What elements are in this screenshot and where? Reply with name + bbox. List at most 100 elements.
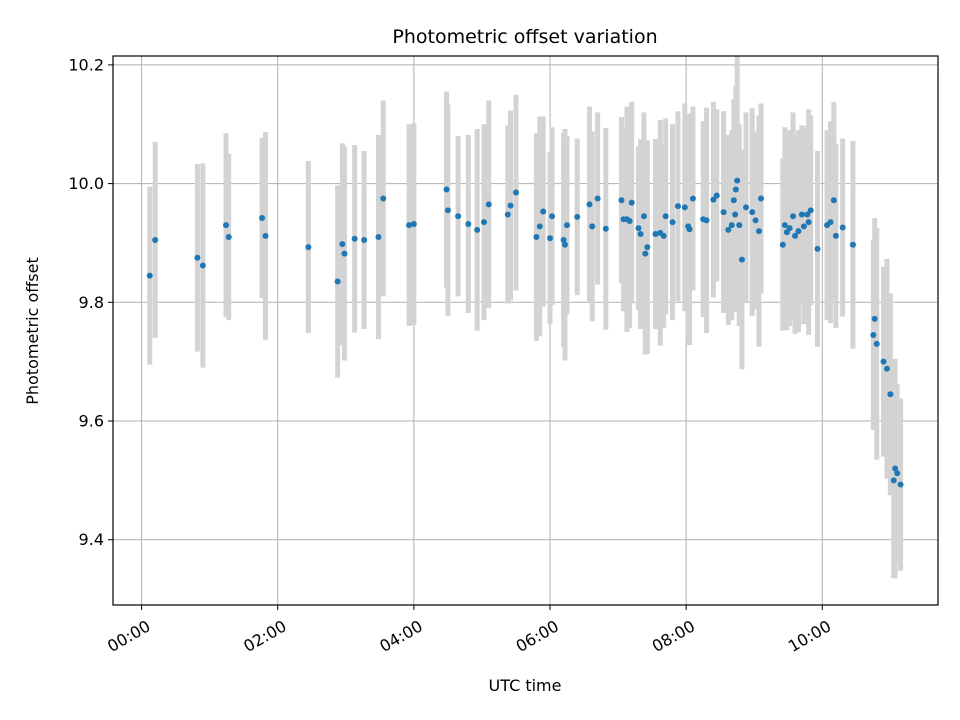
- data-point: [586, 201, 593, 208]
- x-axis-title: UTC time: [489, 676, 562, 695]
- grid-layer: [113, 56, 938, 605]
- data-point: [689, 195, 696, 202]
- data-point: [628, 199, 635, 206]
- data-point: [334, 278, 341, 285]
- data-point: [681, 204, 688, 211]
- y-tick-label: 9.6: [79, 412, 104, 431]
- data-point: [674, 203, 681, 210]
- data-point: [507, 202, 514, 209]
- data-point: [406, 222, 413, 229]
- data-point: [749, 209, 756, 216]
- data-point: [887, 391, 894, 398]
- data-point: [839, 224, 846, 231]
- data-point: [732, 211, 739, 218]
- data-point: [152, 236, 159, 243]
- data-point: [758, 195, 765, 202]
- data-point: [795, 228, 802, 235]
- y-tick-label: 9.4: [79, 530, 104, 549]
- data-point: [146, 272, 153, 279]
- data-point: [410, 220, 417, 227]
- data-point: [720, 209, 727, 216]
- data-point: [341, 250, 348, 257]
- data-point: [871, 315, 878, 322]
- data-point: [262, 232, 269, 239]
- data-point: [798, 211, 805, 218]
- data-point: [602, 225, 609, 232]
- x-tick-label: 04:00: [376, 616, 425, 656]
- x-tick-label: 00:00: [104, 616, 153, 656]
- data-point: [222, 222, 229, 229]
- data-point: [380, 195, 387, 202]
- data-point: [752, 217, 759, 224]
- data-point: [339, 241, 346, 248]
- chart-title: Photometric offset variation: [392, 26, 657, 48]
- data-point: [755, 228, 762, 235]
- data-point: [642, 250, 649, 257]
- data-point: [897, 481, 904, 488]
- data-point: [305, 244, 312, 251]
- data-point: [361, 236, 368, 243]
- data-point: [533, 234, 540, 241]
- data-point: [594, 195, 601, 202]
- data-point: [894, 470, 901, 477]
- data-point: [713, 192, 720, 199]
- data-point: [873, 340, 880, 347]
- data-point: [830, 197, 837, 204]
- data-point: [800, 223, 807, 230]
- y-tick-label: 9.8: [79, 293, 104, 312]
- data-point: [618, 197, 625, 204]
- data-point: [827, 219, 834, 226]
- data-point: [804, 211, 811, 218]
- data-point: [870, 331, 877, 338]
- data-point: [443, 186, 450, 193]
- data-point: [814, 245, 821, 252]
- y-tick-label: 10.0: [68, 174, 104, 193]
- data-point: [743, 204, 750, 211]
- data-point: [710, 196, 717, 203]
- tick-layer: 00:00 02:00 04:00 06:00 08:00 10:00 9.4 9.6 9.8 1…: [68, 55, 834, 656]
- data-point: [790, 213, 797, 220]
- data-point: [662, 213, 669, 220]
- data-point: [732, 186, 739, 193]
- plot-frame: [112, 55, 939, 606]
- data-point: [660, 232, 667, 239]
- data-point: [225, 234, 232, 241]
- data-point: [474, 226, 481, 233]
- x-tick-label: 02:00: [240, 616, 289, 656]
- data-point: [832, 232, 839, 239]
- data-point: [736, 222, 743, 229]
- data-point: [734, 177, 741, 184]
- data-point: [536, 223, 543, 230]
- data-point: [738, 256, 745, 263]
- data-point: [480, 219, 487, 226]
- data-point: [640, 213, 647, 220]
- point-layer: [146, 177, 904, 488]
- data-point: [540, 208, 547, 215]
- data-point: [725, 226, 732, 233]
- data-point: [728, 222, 735, 229]
- data-point: [652, 231, 659, 238]
- data-point: [465, 220, 472, 227]
- data-point: [549, 213, 556, 220]
- data-point: [686, 226, 693, 233]
- data-point: [375, 234, 382, 241]
- x-tick-label: 08:00: [649, 616, 698, 656]
- data-point: [199, 262, 206, 269]
- data-point: [883, 365, 890, 372]
- x-tick-label: 06:00: [513, 616, 562, 656]
- data-point: [564, 222, 571, 229]
- data-point: [259, 215, 266, 222]
- data-point: [792, 232, 799, 239]
- data-point: [892, 465, 899, 472]
- data-point: [849, 241, 856, 248]
- data-point: [635, 225, 642, 232]
- data-point: [574, 213, 581, 220]
- data-point: [730, 197, 737, 204]
- data-point: [626, 217, 633, 224]
- y-axis-title: Photometric offset: [23, 257, 42, 405]
- data-point: [779, 241, 786, 248]
- data-point: [781, 222, 788, 229]
- data-point: [351, 235, 358, 242]
